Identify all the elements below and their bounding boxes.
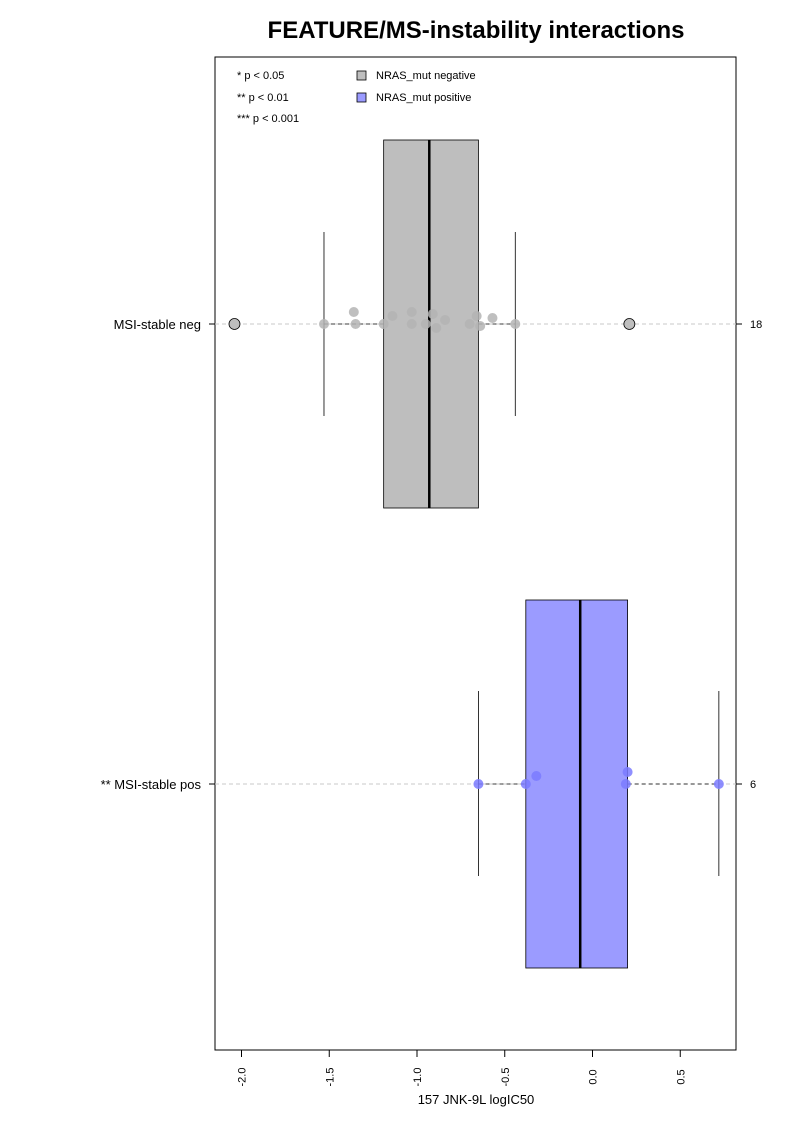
legend-key-negative <box>356 70 367 81</box>
group-1: MSI-stable neg 18 <box>114 139 762 509</box>
x-tick-label: 0.0 <box>588 1069 600 1084</box>
sig-legend-1: * p < 0.05 <box>237 70 284 82</box>
chart-title: FEATURE/MS-instability interactions <box>268 17 685 44</box>
data-point <box>475 321 486 331</box>
x-tick-label: -2.0 <box>237 1068 249 1087</box>
legend-label-positive: NRAS_mut positive <box>376 92 471 104</box>
x-tick-label: -0.5 <box>500 1068 512 1087</box>
data-point <box>520 779 531 789</box>
x-tick-label: 0.5 <box>675 1069 687 1084</box>
legend-key-positive <box>356 92 367 103</box>
group-count-label: 18 <box>750 319 762 331</box>
x-axis-label: 157 JNK-9L logIC50 <box>418 1092 535 1107</box>
data-point <box>464 319 475 329</box>
x-tick-label: -1.5 <box>324 1068 336 1087</box>
data-point <box>420 319 431 329</box>
data-point <box>350 319 361 329</box>
data-point <box>531 771 542 781</box>
sig-legend-2: ** p < 0.01 <box>237 92 289 104</box>
data-point <box>318 319 329 329</box>
data-point <box>348 307 359 317</box>
chart-marks: MSI-stable neg 18 ** MSI-stable pos 6 <box>101 139 762 969</box>
data-point <box>427 309 438 319</box>
outlier-point <box>228 318 241 330</box>
box <box>383 139 479 509</box>
data-point <box>471 311 482 321</box>
group-label: ** MSI-stable pos <box>101 777 202 792</box>
data-point <box>473 779 484 789</box>
data-point <box>622 767 633 777</box>
data-point <box>431 323 442 333</box>
data-point <box>378 319 389 329</box>
legend-label-negative: NRAS_mut negative <box>376 70 476 82</box>
data-point <box>406 307 417 317</box>
data-point <box>387 311 398 321</box>
data-point <box>713 779 724 789</box>
x-tick-label: -1.0 <box>412 1068 424 1087</box>
group-2: ** MSI-stable pos 6 <box>101 599 756 969</box>
data-point <box>440 315 451 325</box>
data-point <box>406 319 417 329</box>
box <box>525 599 628 969</box>
data-point <box>487 313 498 323</box>
significance-legend: * p < 0.05 ** p < 0.01 *** p < 0.001 <box>237 70 299 125</box>
group-legend: NRAS_mut negative NRAS_mut positive <box>356 70 476 104</box>
group-label: MSI-stable neg <box>114 317 201 332</box>
sig-legend-3: *** p < 0.001 <box>237 113 299 125</box>
x-ticks: -2.0 -1.5 -1.0 -0.5 0.0 0.5 <box>237 1050 687 1087</box>
outlier-point <box>623 318 636 330</box>
x-axis: -2.0 -1.5 -1.0 -0.5 0.0 0.5 157 JNK-9L logIC5… <box>237 1049 687 1107</box>
data-point <box>510 319 521 329</box>
data-point <box>620 779 631 789</box>
group-count-label: 6 <box>750 779 756 791</box>
